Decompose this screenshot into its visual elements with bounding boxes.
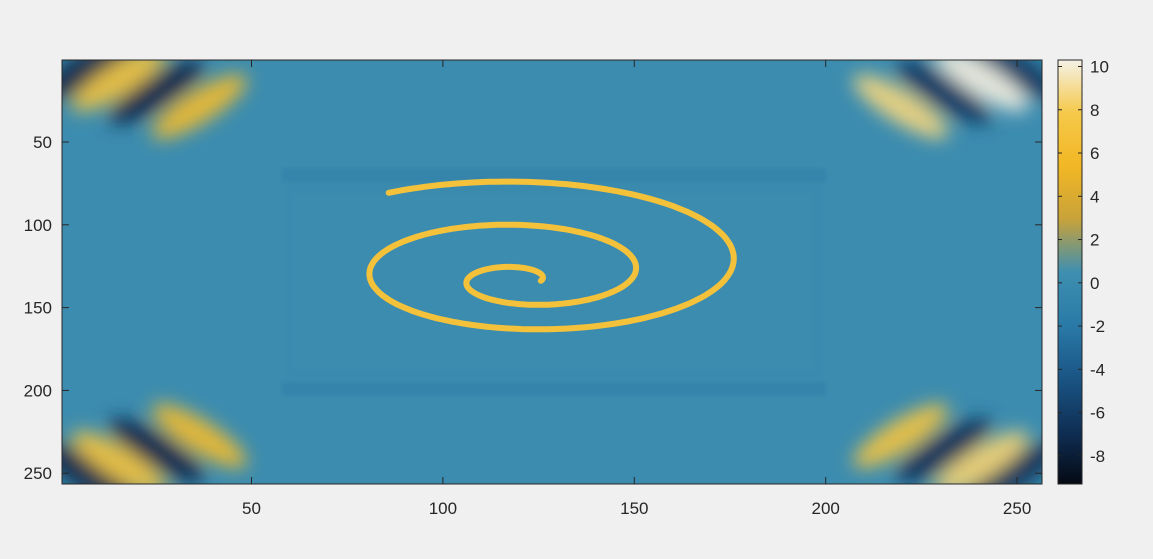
colorbar-tick-label: 6 xyxy=(1090,144,1099,163)
x-tick-label: 100 xyxy=(429,499,457,518)
colorbar-tick-label: -6 xyxy=(1090,404,1105,423)
plot-area xyxy=(62,60,1042,484)
band-2 xyxy=(282,382,826,396)
colorbar: -8 -6 -4 -2 0 2 4 6 8 10 xyxy=(1057,57,1109,485)
heatmap-cells xyxy=(62,60,1042,484)
heatmap-plot xyxy=(61,59,1043,485)
colorbar-gradient xyxy=(1058,60,1082,484)
y-axis: 50 100 150 200 250 xyxy=(24,133,1042,483)
y-tick-label: 150 xyxy=(24,299,52,318)
x-tick-label: 50 xyxy=(242,499,261,518)
y-tick-label: 200 xyxy=(24,381,52,400)
colorbar-tick-label: -2 xyxy=(1090,317,1105,336)
corner-wave-bottom-left xyxy=(62,403,247,484)
corner-wave-top-right xyxy=(853,60,1042,139)
corner-wave-bottom-right xyxy=(853,403,1042,484)
y-tick-label: 250 xyxy=(24,464,52,483)
colorbar-tick-label: -4 xyxy=(1090,360,1105,379)
y-tick-label: 50 xyxy=(33,133,52,152)
colorbar-tick-label: 2 xyxy=(1090,231,1099,250)
x-tick-label: 200 xyxy=(812,499,840,518)
colorbar-tick-label: 8 xyxy=(1090,101,1099,120)
colorbar-tick-label: -8 xyxy=(1090,447,1105,466)
x-tick-label: 150 xyxy=(620,499,648,518)
colorbar-tick-label: 10 xyxy=(1090,57,1109,76)
plot-frame xyxy=(61,59,1043,485)
inner-frame xyxy=(288,186,820,376)
colorbar-frame xyxy=(1057,59,1083,485)
corner-wave-top-left xyxy=(62,60,247,139)
y-tick-label: 100 xyxy=(24,216,52,235)
x-axis: 50 100 150 200 250 xyxy=(242,60,1031,518)
band-1 xyxy=(282,168,826,182)
colorbar-tick-label: 0 xyxy=(1090,274,1099,293)
x-tick-label: 250 xyxy=(1003,499,1031,518)
colorbar-tick-label: 4 xyxy=(1090,187,1099,206)
spiral-arm xyxy=(366,178,737,333)
